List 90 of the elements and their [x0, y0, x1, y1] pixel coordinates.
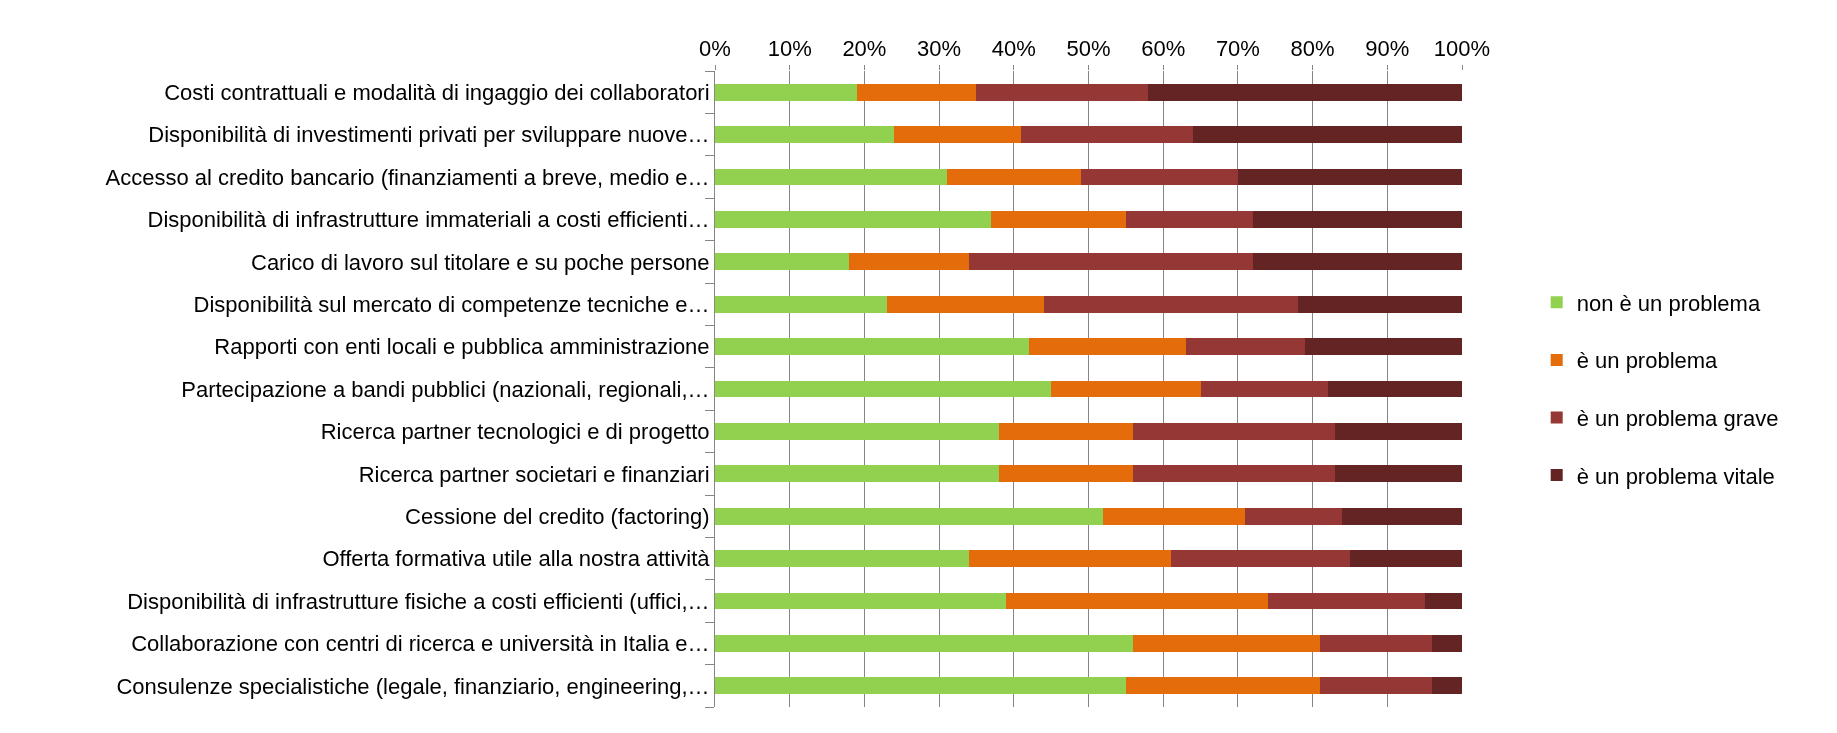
bar — [1133, 634, 1321, 652]
bar — [715, 634, 1134, 652]
bar — [976, 83, 1149, 101]
bar — [1245, 507, 1343, 525]
x-tick-label: 0% — [699, 36, 731, 62]
bar — [1424, 592, 1462, 610]
x-tick-label: 70% — [1215, 36, 1260, 62]
bar — [1125, 210, 1253, 228]
bar — [856, 83, 977, 101]
legend-label: non è un problema — [1576, 290, 1761, 316]
bar — [715, 295, 887, 313]
bar — [991, 210, 1126, 228]
y-tick-label: Accesso al credito bancario (finanziamenti a breve, medio e… — [105, 164, 710, 190]
bar — [1006, 592, 1268, 610]
bar — [998, 422, 1134, 440]
bar — [1349, 550, 1462, 568]
bar — [715, 338, 1029, 356]
y-tick-label: Cessione del credito (factoring) — [405, 503, 710, 529]
bar — [715, 550, 969, 568]
bar — [968, 253, 1253, 271]
bar — [1170, 550, 1350, 568]
bar — [1305, 338, 1462, 356]
bar — [1320, 677, 1433, 695]
y-tick-label: Rapporti con enti locali e pubblica amministrazione — [214, 334, 710, 360]
bar — [849, 253, 969, 271]
bar — [1342, 507, 1462, 525]
y-tick-label: Collaborazione con centri di ricerca e università in Italia e… — [131, 631, 710, 657]
bar — [715, 507, 1104, 525]
bar — [1185, 338, 1306, 356]
y-tick-label: Disponibilità sul mercato di competenze tecniche e… — [193, 291, 710, 317]
bar — [1252, 253, 1462, 271]
legend-label: è un problema vitale — [1576, 463, 1775, 489]
y-tick-label: Ricerca partner tecnologici e di progetto — [320, 419, 710, 445]
legend-label: è un problema — [1576, 348, 1719, 374]
bar — [998, 465, 1134, 483]
bar — [715, 677, 1126, 695]
bar — [886, 295, 1044, 313]
bar — [1125, 677, 1321, 695]
x-tick-label: 90% — [1365, 36, 1410, 62]
x-tick-label: 60% — [1141, 36, 1186, 62]
bar — [1081, 168, 1238, 186]
y-tick-label: Disponibilità di infrastrutture immateriali a costi efficienti… — [147, 207, 710, 233]
bar — [1193, 126, 1462, 144]
bar — [1432, 677, 1462, 695]
x-tick-label: 40% — [991, 36, 1036, 62]
y-tick-label: Disponibilità di investimenti privati per sviluppare nuove… — [148, 122, 710, 148]
x-tick-label: 30% — [917, 36, 962, 62]
bar — [1327, 380, 1462, 398]
bar — [1133, 465, 1336, 483]
bar — [1432, 634, 1462, 652]
y-tick-label: Consulenze specialistiche (legale, finanziario, engineering,… — [116, 673, 710, 699]
bar — [1021, 126, 1194, 144]
y-tick-label: Partecipazione a bandi pubblici (nazionali, regionali,… — [181, 376, 710, 402]
x-tick-label: 10% — [767, 36, 812, 62]
bar — [1237, 168, 1462, 186]
bar — [1297, 295, 1462, 313]
bar — [1043, 295, 1298, 313]
bar — [894, 126, 1022, 144]
bar — [715, 253, 850, 271]
bar — [715, 168, 947, 186]
y-tick-label: Ricerca partner societari e finanziari — [358, 461, 710, 487]
bar — [1148, 83, 1462, 101]
bar — [1335, 465, 1462, 483]
bar — [1252, 210, 1462, 228]
y-tick-label: Disponibilità di infrastrutture fisiche a costi efficienti (uffici,… — [127, 588, 710, 614]
x-tick-label: 100% — [1433, 36, 1491, 62]
bar — [715, 126, 895, 144]
bar — [968, 550, 1171, 568]
bar — [715, 380, 1052, 398]
bar — [1320, 634, 1433, 652]
x-tick-label: 80% — [1290, 36, 1335, 62]
x-tick-label: 20% — [842, 36, 887, 62]
bar — [946, 168, 1082, 186]
bar — [1103, 507, 1246, 525]
bar — [1133, 422, 1336, 440]
bar — [715, 210, 992, 228]
bar — [1028, 338, 1186, 356]
bar — [1051, 380, 1201, 398]
bar — [1200, 380, 1328, 398]
y-tick-label: Offerta formativa utile alla nostra attività — [322, 546, 711, 572]
bar — [1335, 422, 1462, 440]
x-tick-label: 50% — [1066, 36, 1111, 62]
bar — [715, 83, 857, 101]
y-tick-label: Carico di lavoro sul titolare e su poche persone — [251, 249, 710, 275]
bar — [715, 422, 999, 440]
legend-label: è un problema grave — [1576, 406, 1779, 432]
bar — [715, 592, 1007, 610]
y-tick-label: Costi contrattuali e modalità di ingaggio dei collaboratori — [164, 79, 710, 105]
bar — [715, 465, 999, 483]
bar — [1267, 592, 1425, 610]
